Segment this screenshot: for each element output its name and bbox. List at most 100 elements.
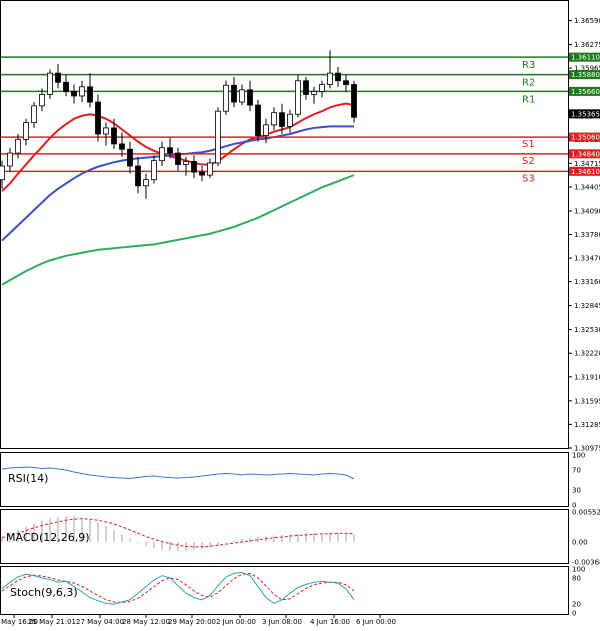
stoch-tick-label: 0	[572, 610, 576, 618]
x-tick-label: 3 Jun 08:00	[262, 618, 302, 626]
macd-tick-label: 0.005524	[572, 509, 600, 517]
stoch-tick-label: 100	[572, 566, 585, 574]
y-tick-label: 1.31285	[574, 421, 600, 429]
y-tick-label: 1.33160	[574, 278, 600, 286]
level-price-tag	[569, 52, 600, 62]
level-price-tag	[569, 132, 600, 142]
y-tick-label: 1.34090	[574, 207, 600, 215]
candle-body-bull	[23, 122, 29, 140]
candle-body-bear	[111, 127, 117, 145]
candle-body-bull	[39, 94, 45, 107]
candle	[279, 103, 285, 135]
candle	[79, 80, 85, 103]
moving-average-line	[1, 174, 355, 286]
candle-body-bear	[135, 165, 141, 187]
candle-body-bear	[63, 81, 69, 92]
y-tick-label: 1.34715	[574, 160, 600, 168]
stoch-panel-frame	[0, 566, 569, 615]
y-tick-label: 1.32220	[574, 350, 600, 358]
level-name: S3	[522, 173, 535, 184]
rsi-tick-label: 30	[572, 487, 581, 495]
candle-body-bear	[127, 148, 133, 167]
macd-chart: 0.005524 0.00 -0.003686	[1, 509, 600, 567]
level-price-label: 1.35660	[571, 88, 600, 96]
y-tick-label: 1.34405	[574, 183, 600, 191]
candle	[71, 84, 77, 104]
candle-body-bear	[351, 84, 357, 118]
candle	[103, 122, 109, 146]
stoch-tick-label: 20	[572, 601, 581, 609]
candle	[39, 88, 45, 112]
macd-panel-frame	[0, 509, 569, 564]
y-tick-label: 1.35965	[574, 65, 600, 73]
candle-body-bull	[15, 138, 21, 154]
candle	[351, 80, 357, 123]
candle	[231, 76, 237, 108]
candle-body-bear	[343, 80, 349, 85]
candle	[63, 74, 69, 96]
level-price-label: 1.35880	[571, 71, 600, 79]
rsi-tick-label: 0	[572, 502, 576, 510]
candle-body-bull	[47, 72, 53, 95]
candle-body-bear	[279, 112, 285, 127]
candle-body-bull	[215, 110, 221, 164]
candle	[247, 80, 253, 112]
candle-body-bear	[199, 171, 205, 176]
stoch-signal-line	[1, 572, 355, 603]
x-tick-label: 29 May 20:00	[168, 618, 216, 626]
rsi-name-label: RSI(14)	[8, 472, 48, 485]
level-name: S1	[522, 139, 535, 150]
x-tick-label: 28 May 12:00	[122, 618, 170, 626]
candle-body-bull	[223, 84, 229, 112]
level-price-label: 1.34610	[571, 168, 600, 176]
candle-body-bull	[151, 160, 157, 181]
candle	[111, 118, 117, 150]
candle	[343, 74, 349, 93]
level-price-tag	[569, 166, 600, 176]
macd-tick-label: -0.003686	[572, 559, 600, 567]
level-name: S2	[522, 156, 535, 167]
candle	[207, 158, 213, 179]
candle-body-bull	[287, 113, 293, 127]
level-price-tag	[569, 70, 600, 80]
candle	[119, 132, 125, 157]
candle	[239, 84, 245, 106]
macd-name-label: MACD(12,26,9)	[6, 531, 90, 544]
candle	[263, 118, 269, 144]
level-name: R1	[522, 94, 535, 105]
candle-body-bull	[79, 86, 85, 97]
y-tick-label: 1.31595	[574, 397, 600, 405]
x-tick-label: 2 Jun 00:00	[216, 618, 256, 626]
candle-body-bull	[239, 89, 245, 103]
macd-signal-line	[1, 518, 355, 548]
y-tick-label: 1.33470	[574, 255, 600, 263]
candle-body-bear	[175, 152, 181, 165]
rsi-line	[1, 466, 355, 480]
candle-body-bear	[303, 80, 309, 95]
candle	[175, 147, 181, 171]
candle-body-bull	[327, 72, 333, 85]
candle	[135, 156, 141, 194]
candle	[319, 80, 325, 98]
candle	[143, 173, 149, 199]
rsi-chart: 100 70 30 0	[1, 452, 585, 510]
candle	[151, 155, 157, 184]
x-tick-label: 24 May 16:00	[0, 618, 38, 626]
candle-body-bear	[119, 143, 125, 150]
candle	[31, 102, 37, 128]
y-tick-label: 1.32845	[574, 302, 600, 310]
x-tick-label: 27 May 04:00	[76, 618, 124, 626]
candle-body-bull	[183, 161, 189, 165]
candle	[287, 109, 293, 133]
candle-body-bull	[263, 124, 269, 136]
candle-body-bull	[159, 147, 165, 162]
candle-body-bear	[55, 72, 61, 83]
level-price-label: 1.35060	[571, 134, 600, 142]
y-tick-label: 1.36590	[574, 17, 600, 25]
candle-body-bear	[255, 104, 261, 136]
candle	[95, 94, 101, 142]
candle-body-bull	[207, 162, 213, 176]
main-panel-frame	[0, 0, 569, 449]
